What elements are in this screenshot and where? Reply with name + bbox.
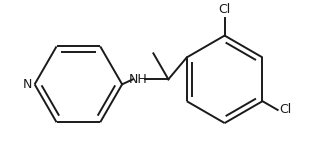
- Text: N: N: [23, 78, 32, 91]
- Text: Cl: Cl: [218, 3, 231, 16]
- Text: Cl: Cl: [280, 103, 292, 116]
- Text: NH: NH: [129, 73, 148, 86]
